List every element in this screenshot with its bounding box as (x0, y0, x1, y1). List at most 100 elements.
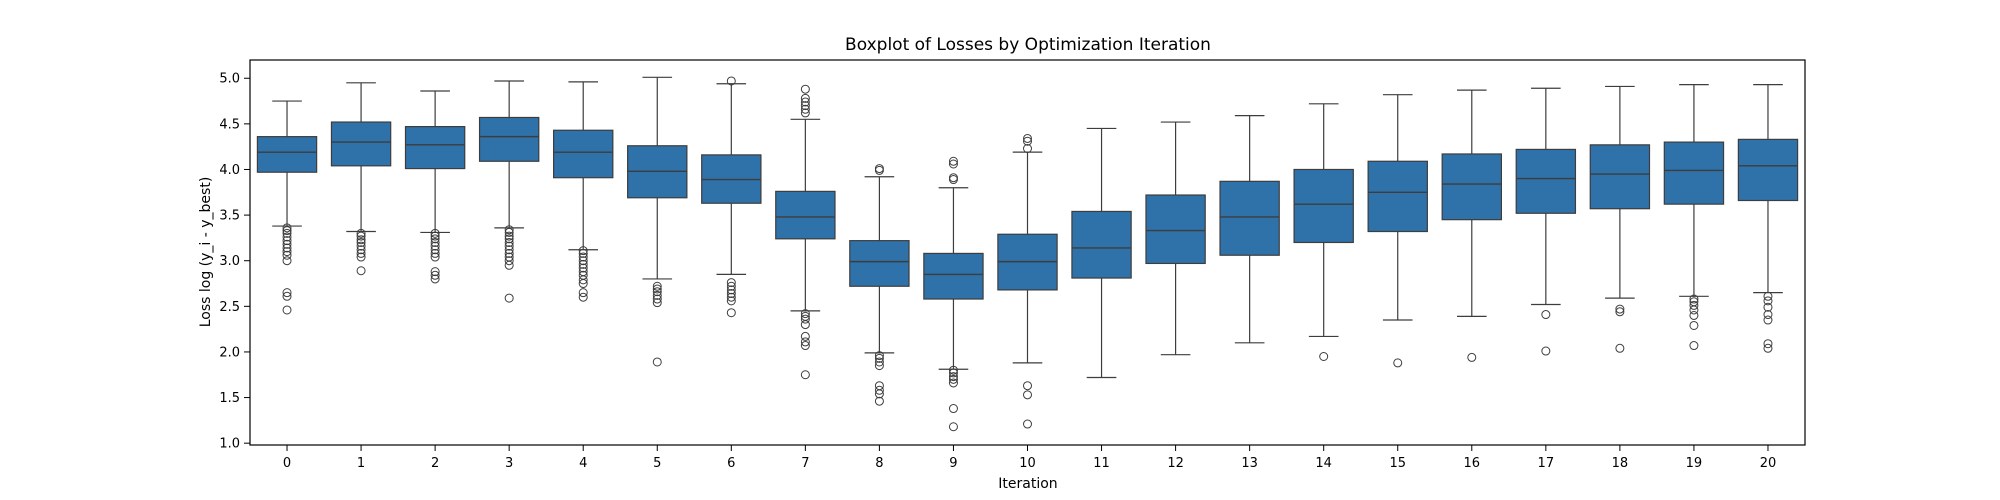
outlier-6-5 (726, 292, 736, 302)
outlier-4-8 (578, 275, 588, 285)
outlier-1-8 (356, 266, 366, 276)
outlier-8-3 (874, 353, 884, 363)
outlier-2-2 (430, 234, 440, 244)
outlier-3-4 (504, 237, 514, 247)
outlier-7-12 (800, 341, 810, 351)
outlier-7-4 (800, 104, 810, 114)
x-tick-label-18: 18 (1612, 456, 1629, 471)
outlier-3-5 (504, 241, 514, 251)
outlier-1-3 (356, 237, 366, 247)
outlier-3-2 (504, 231, 514, 241)
outlier-1-1 (356, 231, 366, 241)
outlier-9-7 (948, 374, 958, 384)
box-3 (478, 116, 540, 162)
outlier-2-8 (430, 267, 440, 277)
x-tick-label-3: 3 (505, 456, 513, 471)
outlier-2-0 (430, 228, 440, 238)
outlier-3-3 (504, 234, 514, 244)
outlier-10-4 (1023, 390, 1032, 400)
x-tick-label-20: 20 (1760, 456, 1777, 471)
outlier-0-7 (282, 247, 292, 257)
outlier-7-3 (800, 101, 810, 111)
outlier-4-2 (578, 252, 588, 262)
outlier-6-1 (726, 278, 736, 288)
box-1 (330, 121, 392, 167)
outlier-8-2 (874, 351, 884, 361)
outlier-10-1 (1023, 136, 1032, 146)
plot-frame (249, 59, 1806, 446)
outlier-5-4 (652, 294, 662, 304)
outlier-6-2 (726, 281, 736, 291)
outlier-8-4 (874, 357, 884, 367)
y-tick-label-1: 1.5 (219, 391, 240, 406)
x-tick-label-4: 4 (579, 456, 587, 471)
outlier-19-3 (1689, 305, 1699, 315)
outlier-0-4 (282, 236, 292, 246)
box-0 (256, 136, 318, 173)
outlier-5-2 (652, 287, 662, 297)
outlier-2-9 (430, 270, 440, 280)
outlier-0-6 (282, 243, 292, 253)
outlier-1-5 (356, 245, 366, 255)
outlier-8-0 (874, 164, 884, 174)
chart-title: Boxplot of Losses by Optimization Iterat… (845, 35, 1211, 55)
outlier-10-2 (1023, 143, 1032, 153)
x-tick-label-7: 7 (801, 456, 809, 471)
outlier-0-12 (282, 305, 292, 315)
outlier-3-0 (504, 225, 514, 235)
outlier-9-10 (948, 422, 958, 432)
outlier-5-6 (652, 357, 662, 367)
outlier-9-0 (948, 156, 958, 166)
outlier-7-2 (800, 97, 810, 107)
x-tick-label-2: 2 (431, 456, 439, 471)
box-18 (1589, 144, 1651, 210)
outlier-5-3 (652, 290, 662, 300)
outlier-3-9 (504, 256, 514, 266)
outlier-3-11 (504, 293, 514, 303)
y-tick-label-2: 2.0 (219, 345, 240, 360)
box-15 (1367, 160, 1428, 233)
outlier-4-5 (578, 263, 588, 273)
outlier-2-5 (430, 245, 440, 255)
outlier-2-1 (430, 231, 440, 241)
outlier-1-2 (356, 235, 366, 245)
outlier-15-0 (1393, 358, 1403, 368)
outlier-19-5 (1689, 320, 1699, 330)
outlier-18-1 (1615, 307, 1625, 317)
outlier-7-8 (800, 314, 810, 324)
outlier-10-0 (1023, 133, 1032, 143)
outlier-8-7 (874, 385, 884, 395)
outlier-18-0 (1615, 304, 1625, 314)
y-tick-label-0: 1.0 (219, 437, 240, 452)
outlier-9-3 (948, 175, 958, 185)
outlier-4-4 (578, 259, 588, 269)
outlier-4-0 (578, 246, 588, 256)
outlier-1-0 (356, 228, 366, 238)
outlier-6-7 (726, 308, 736, 318)
outlier-20-3 (1763, 310, 1773, 320)
outlier-2-10 (430, 274, 440, 284)
y-tick-label-8: 5.0 (219, 72, 240, 87)
outlier-7-11 (800, 337, 810, 347)
outlier-2-3 (430, 237, 440, 247)
outlier-8-6 (874, 381, 884, 391)
outlier-0-2 (282, 228, 292, 238)
y-tick-label-4: 3.0 (219, 254, 240, 269)
x-tick-label-14: 14 (1315, 456, 1332, 471)
outlier-2-6 (430, 248, 440, 258)
outlier-20-1 (1763, 296, 1773, 306)
x-tick-label-9: 9 (949, 456, 957, 471)
outlier-0-3 (282, 232, 292, 242)
outlier-10-5 (1023, 419, 1032, 429)
outlier-1-4 (356, 241, 366, 251)
x-axis-label: Iteration (998, 476, 1057, 492)
outlier-3-1 (504, 227, 514, 237)
outlier-4-11 (578, 292, 588, 302)
box-20 (1737, 138, 1799, 202)
outlier-4-1 (578, 248, 588, 258)
x-tick-label-12: 12 (1167, 456, 1184, 471)
x-tick-label-5: 5 (653, 456, 661, 471)
x-tick-label-6: 6 (727, 456, 735, 471)
box-16 (1441, 153, 1503, 221)
